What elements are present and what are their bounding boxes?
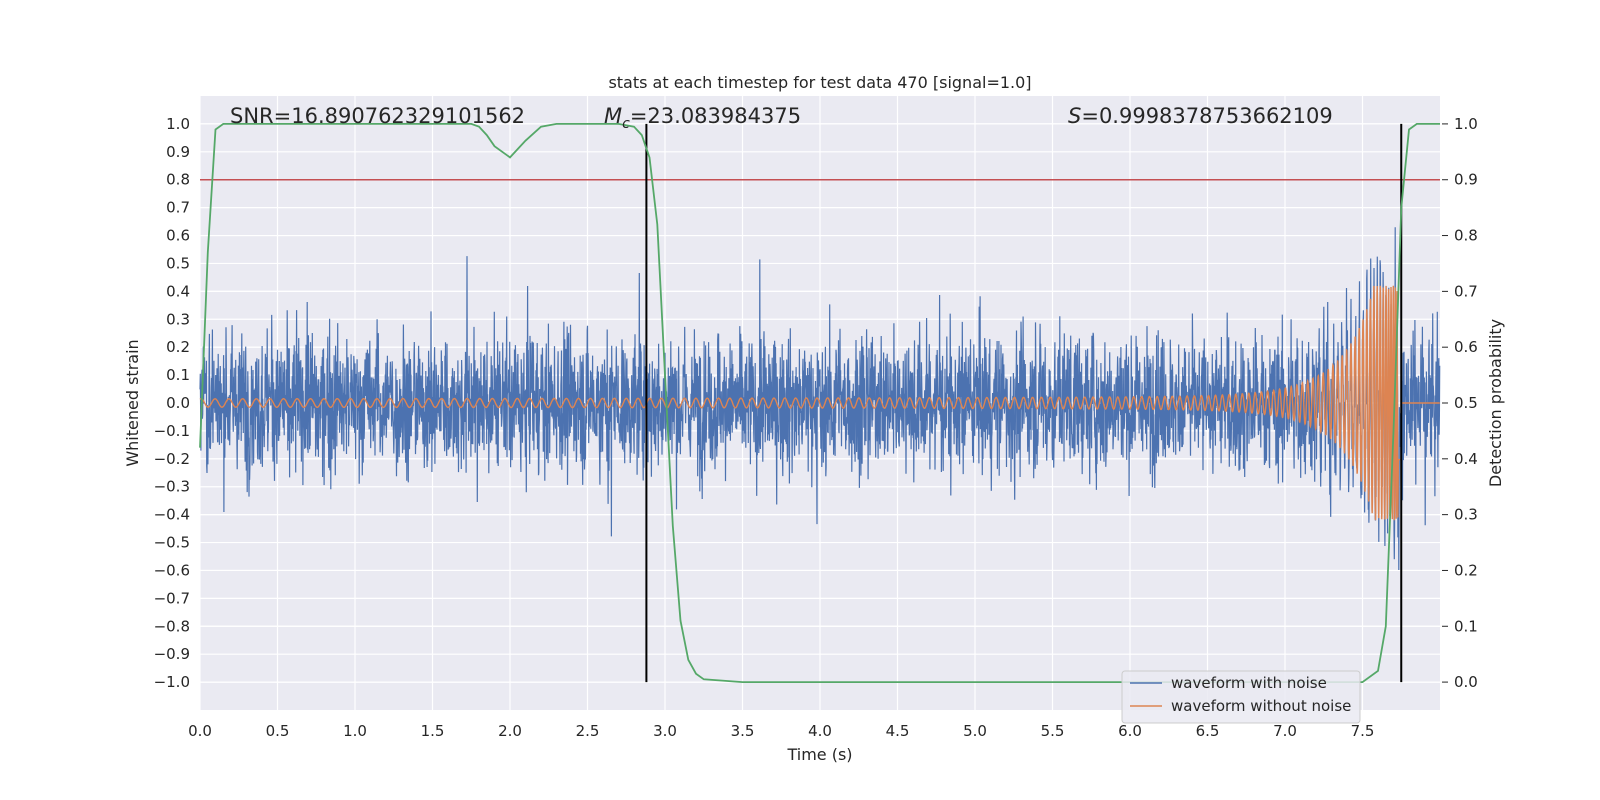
chart-title: stats at each timestep for test data 470…: [608, 73, 1031, 92]
y2-tick-label: 0.2: [1454, 561, 1478, 579]
x-axis-ticks: 0.0 0.5 1.0 1.5 2.0 2.5 3.0 3.5 4.0 4.5 5.0 5.5 6.0 6…: [188, 722, 1374, 740]
legend-label-clean: waveform without noise: [1171, 697, 1351, 715]
y2-tick-label: 0.0: [1454, 673, 1478, 691]
y-tick-label: 0.0: [166, 394, 190, 412]
y-tick-label: 0.9: [166, 143, 190, 161]
y2-tick-label: 0.5: [1454, 394, 1478, 412]
y2-tick-label: 0.7: [1454, 282, 1478, 300]
x-tick-label: 4.0: [808, 722, 832, 740]
y-tick-label: −0.2: [154, 450, 190, 468]
y-axis-label: Whitened strain: [123, 339, 142, 466]
x-tick-label: 7.5: [1351, 722, 1375, 740]
x-tick-label: 2.5: [576, 722, 600, 740]
y-tick-label: 0.7: [166, 199, 190, 217]
x-tick-label: 0.5: [266, 722, 290, 740]
x-tick-label: 7.0: [1273, 722, 1297, 740]
y-tick-label: 1.0: [166, 115, 190, 133]
y-tick-label: 0.5: [166, 254, 190, 272]
x-axis-label: Time (s): [786, 745, 852, 764]
s-symbol: S: [1068, 104, 1081, 128]
legend: waveform with noise waveform without noi…: [1121, 670, 1361, 724]
y-tick-label: −0.9: [154, 645, 190, 663]
s-value: =0.9998378753662109: [1081, 104, 1332, 128]
y2-tick-label: 0.9: [1454, 171, 1478, 189]
mc-subscript: c: [622, 116, 630, 132]
x-tick-label: 4.5: [886, 722, 910, 740]
probability-line: [199, 123, 1440, 683]
y-tick-label: −0.6: [154, 561, 190, 579]
y-tick-label: −0.8: [154, 617, 190, 635]
y-tick-label: −0.5: [154, 534, 190, 552]
clean-waveform-line: [199, 285, 1440, 521]
x-tick-label: 3.5: [731, 722, 755, 740]
y-tick-label: 0.1: [166, 366, 190, 384]
y-tick-label: 0.8: [166, 171, 190, 189]
mc-symbol: M: [604, 104, 622, 128]
legend-box: [1121, 670, 1361, 724]
series-detection-probability: [199, 123, 1440, 683]
y-tick-label: −0.4: [154, 506, 190, 524]
s-annotation: S=0.9998378753662109: [1068, 104, 1333, 128]
y-tick-label: −0.7: [154, 589, 190, 607]
x-tick-label: 5.5: [1041, 722, 1065, 740]
x-tick-label: 3.0: [653, 722, 677, 740]
y2-tick-label: 0.1: [1454, 617, 1478, 635]
y-axis-ticks: −1.0 −0.9 −0.8 −0.7 −0.6 −0.5 −0.4 −0.3 −0.2 −0.1…: [154, 115, 190, 691]
y-tick-label: −0.3: [154, 478, 190, 496]
x-tick-label: 1.5: [421, 722, 445, 740]
y-tick-label: −1.0: [154, 673, 190, 691]
y-tick-label: 0.2: [166, 338, 190, 356]
y2-axis-ticks: 0.0 0.1 0.2 0.3 0.4 0.5 0.6 0.7 0.8 0.9 1.0: [1442, 115, 1478, 691]
x-tick-label: 6.0: [1118, 722, 1142, 740]
y2-tick-label: 0.4: [1454, 450, 1478, 468]
mc-value: =23.083984375: [630, 104, 801, 128]
x-tick-label: 6.5: [1196, 722, 1220, 740]
y-tick-label: 0.3: [166, 310, 190, 328]
y-tick-label: 0.4: [166, 282, 190, 300]
y2-tick-label: 0.8: [1454, 227, 1478, 245]
x-tick-label: 1.0: [343, 722, 367, 740]
y-tick-label: −0.1: [154, 422, 190, 440]
x-tick-label: 5.0: [963, 722, 987, 740]
legend-label-noisy: waveform with noise: [1171, 674, 1327, 692]
y2-axis-label: Detection probability: [1486, 319, 1505, 487]
snr-annotation: SNR=16.890762329101562: [230, 104, 525, 128]
y2-tick-label: 0.6: [1454, 338, 1478, 356]
series-waveform-without-noise: [199, 285, 1440, 521]
y-tick-label: 0.6: [166, 227, 190, 245]
y2-tick-label: 1.0: [1454, 115, 1478, 133]
y2-tick-label: 0.3: [1454, 506, 1478, 524]
chirp-mass-annotation: Mc=23.083984375: [604, 104, 801, 132]
x-tick-label: 0.0: [188, 722, 212, 740]
x-tick-label: 2.0: [498, 722, 522, 740]
